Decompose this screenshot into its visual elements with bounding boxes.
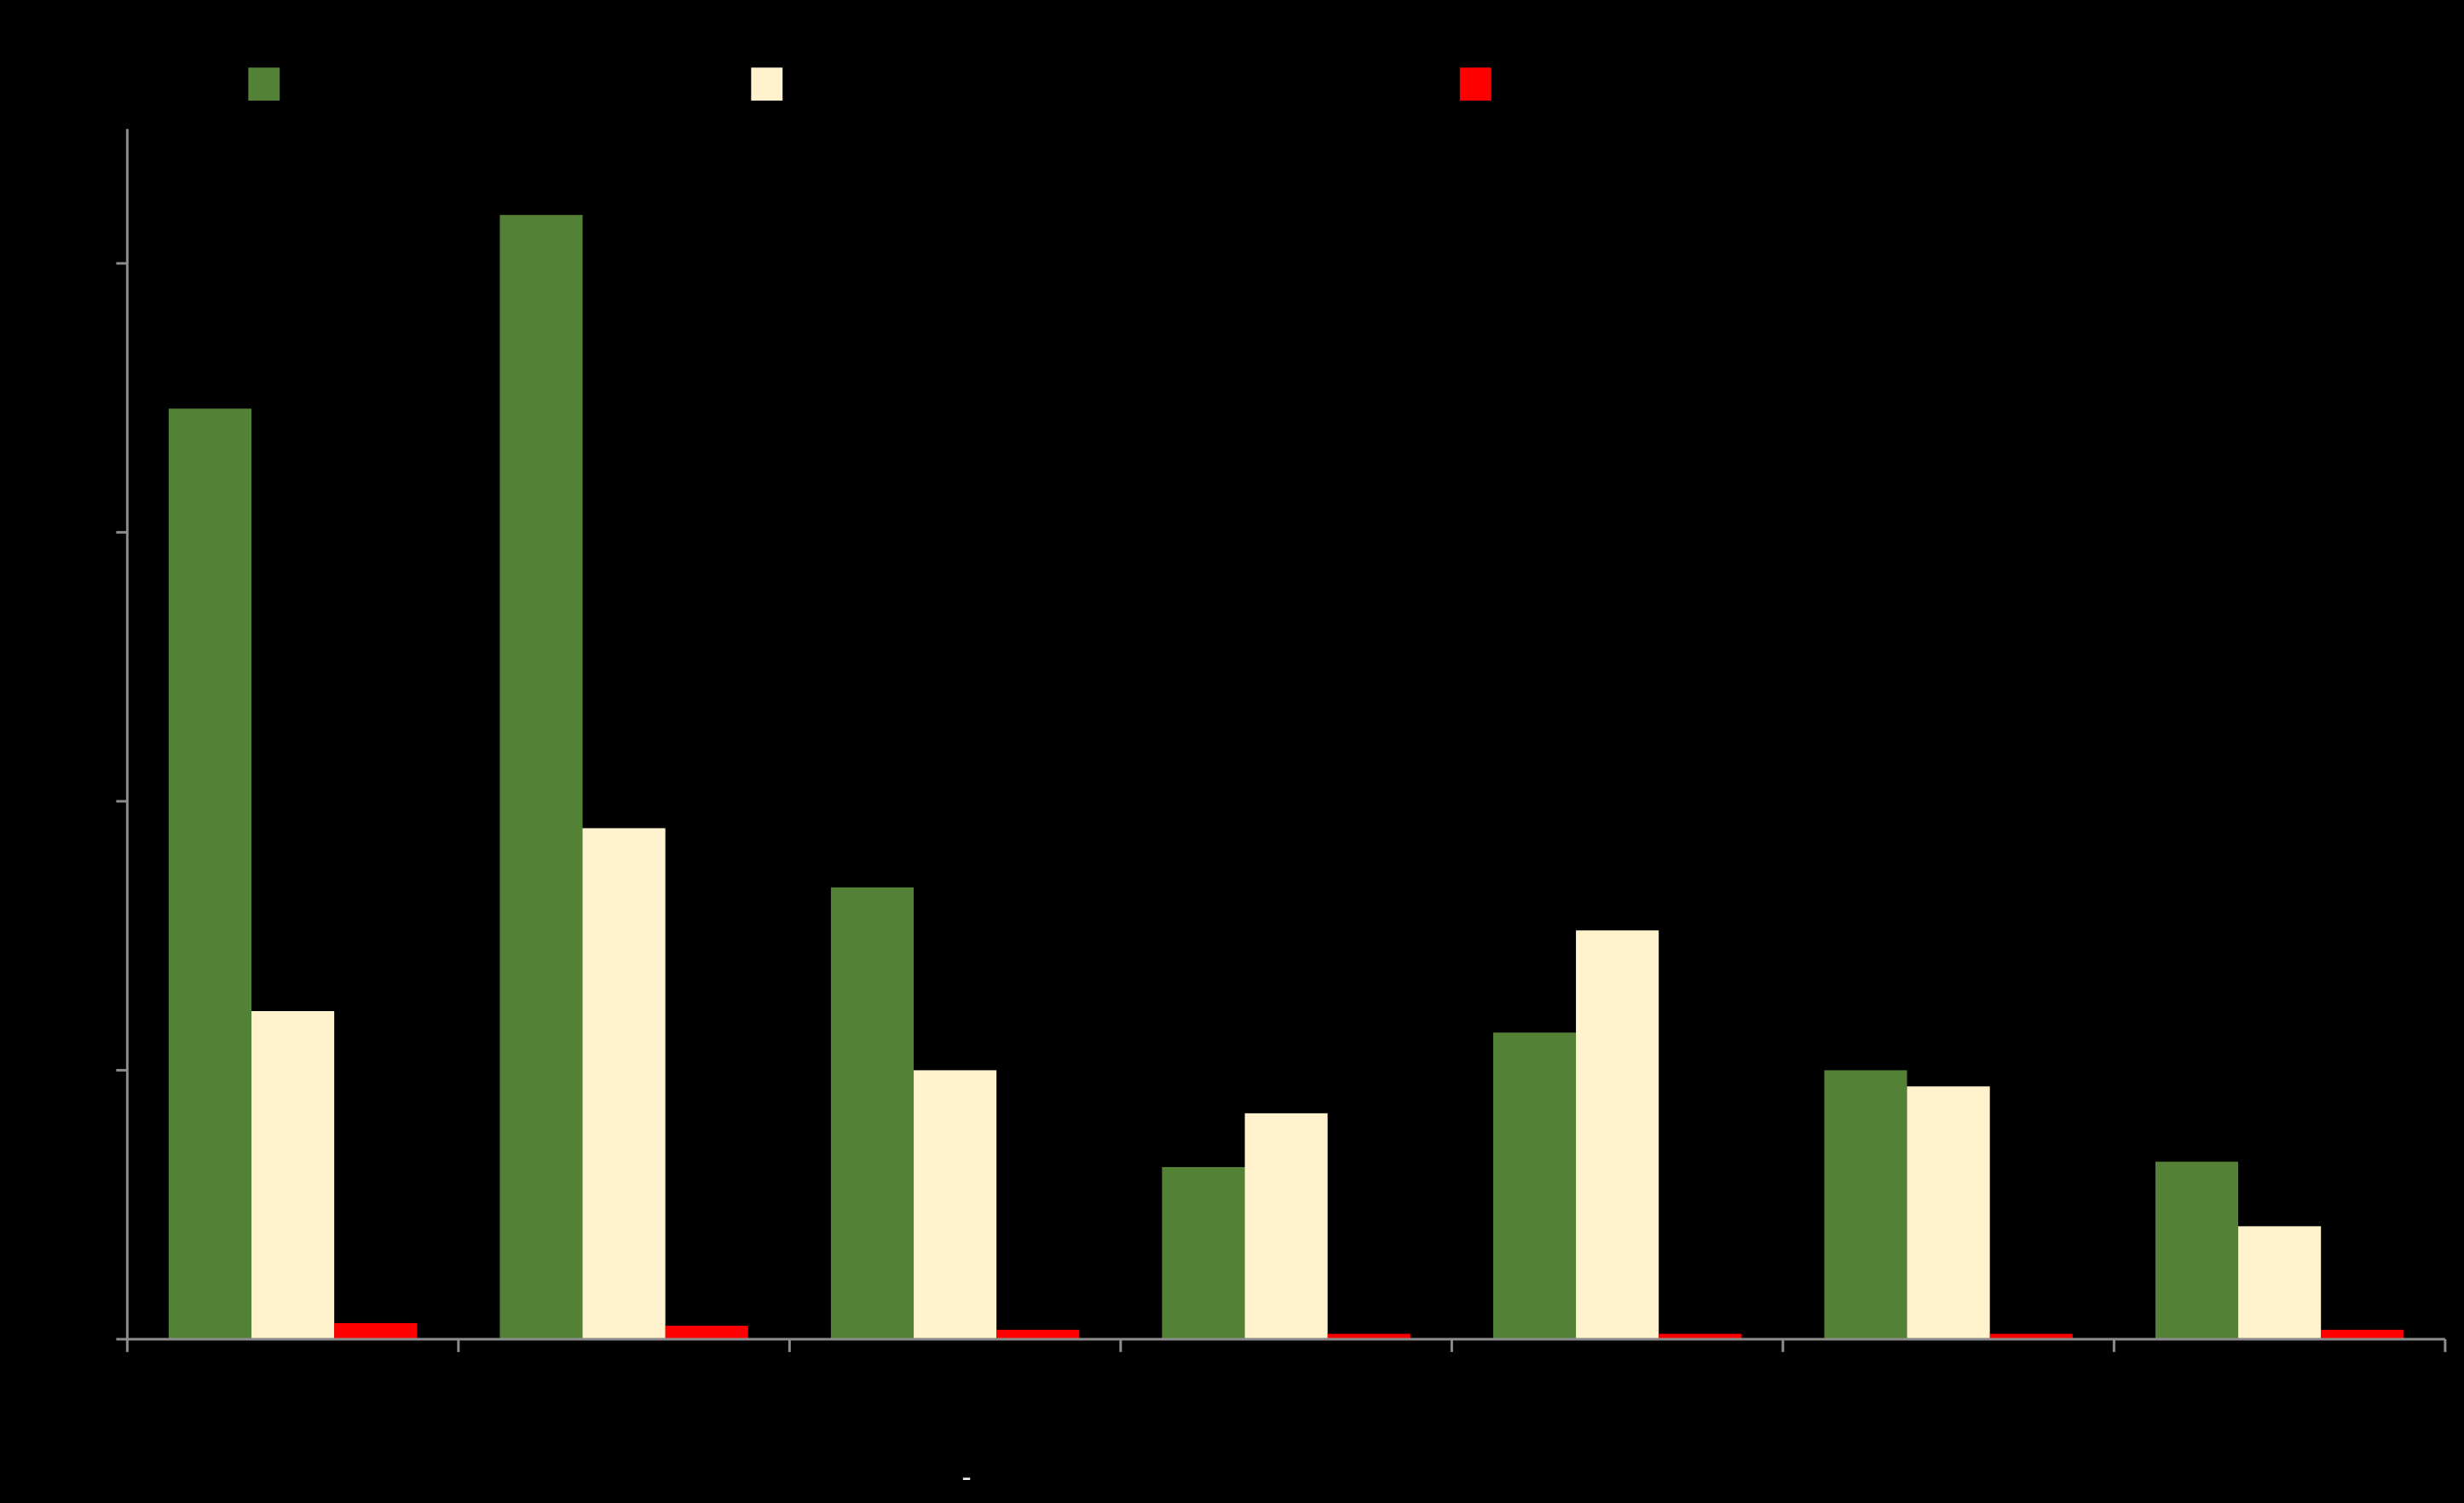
bar [665,1326,748,1339]
legend-swatch [1459,67,1492,101]
legend-swatch [248,67,280,101]
bar [2238,1226,2322,1339]
bar [996,1329,1080,1339]
bar [830,887,915,1339]
bar [251,1010,335,1339]
bar [2155,1161,2239,1339]
bar [1989,1333,2073,1339]
bar [1244,1113,1328,1339]
bar [1492,1032,1577,1339]
bar [499,215,583,1339]
bar [1162,1166,1245,1339]
bar [1576,930,1659,1339]
bar [168,408,252,1339]
bar [2321,1329,2404,1339]
legend-swatch [751,67,783,101]
bar [1907,1086,1990,1339]
bar [582,828,666,1339]
bar [334,1322,418,1339]
bar [1659,1333,1742,1339]
bar [914,1070,997,1339]
bar [1327,1333,1411,1339]
bar [1824,1070,1907,1339]
x-axis-title: - [961,1461,971,1494]
